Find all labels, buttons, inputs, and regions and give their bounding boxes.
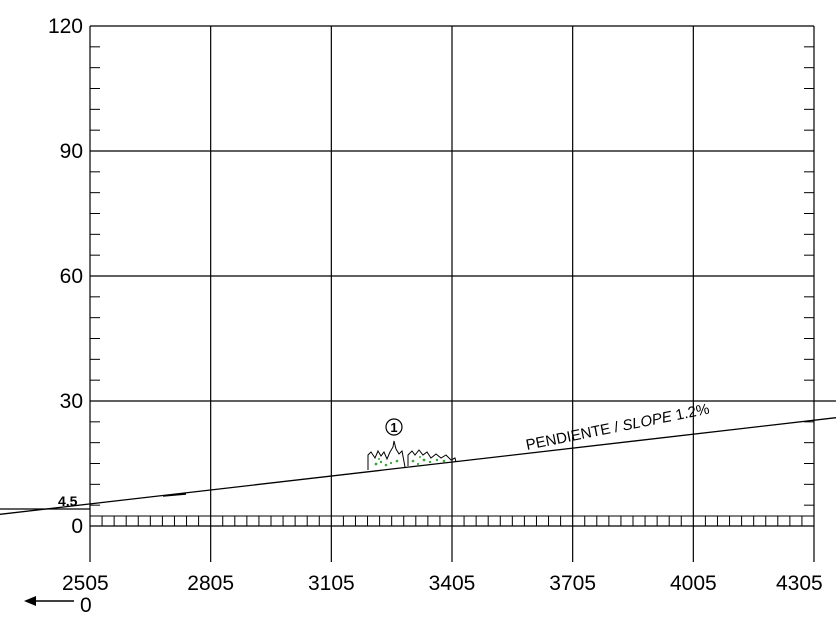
x-tick-label-3405: 3405 — [429, 572, 476, 595]
arrow-head — [24, 596, 36, 606]
level-label: 4.5 — [58, 493, 78, 509]
direction-arrow: 0 — [24, 594, 92, 617]
slope-label: PENDIENTE / SLOPE 1.2% — [524, 401, 710, 454]
x-tick-label-4305: 4305 — [776, 572, 823, 595]
x-tick-label-2805: 2805 — [187, 572, 234, 595]
slope-mark — [162, 493, 187, 497]
marker-1: 1 — [385, 418, 403, 436]
terrain-feature — [367, 440, 457, 470]
x-tick-labels: 2505 2805 3105 3405 3705 4005 4305 — [62, 572, 823, 595]
x-tick-label-2505: 2505 — [62, 572, 109, 595]
x-tick-label-3705: 3705 — [549, 572, 596, 595]
y-tick-label-60: 60 — [60, 265, 83, 288]
axis-ticks — [90, 46, 814, 526]
y-tick-label-90: 90 — [60, 140, 83, 163]
marker-circle — [385, 418, 403, 436]
x-tick-label-4005: 4005 — [670, 572, 717, 595]
x-tick-label-3105: 3105 — [308, 572, 355, 595]
y-tick-label-30: 30 — [60, 390, 83, 413]
direction-label: 0 — [80, 594, 92, 617]
marker-number: 1 — [390, 420, 397, 435]
y-tick-labels: 0 30 60 90 120 — [48, 15, 83, 538]
y-tick-label-120: 120 — [48, 15, 83, 38]
y-tick-label-0: 0 — [71, 515, 83, 538]
grid-lines — [89, 25, 815, 562]
slope-line — [0, 417, 836, 515]
